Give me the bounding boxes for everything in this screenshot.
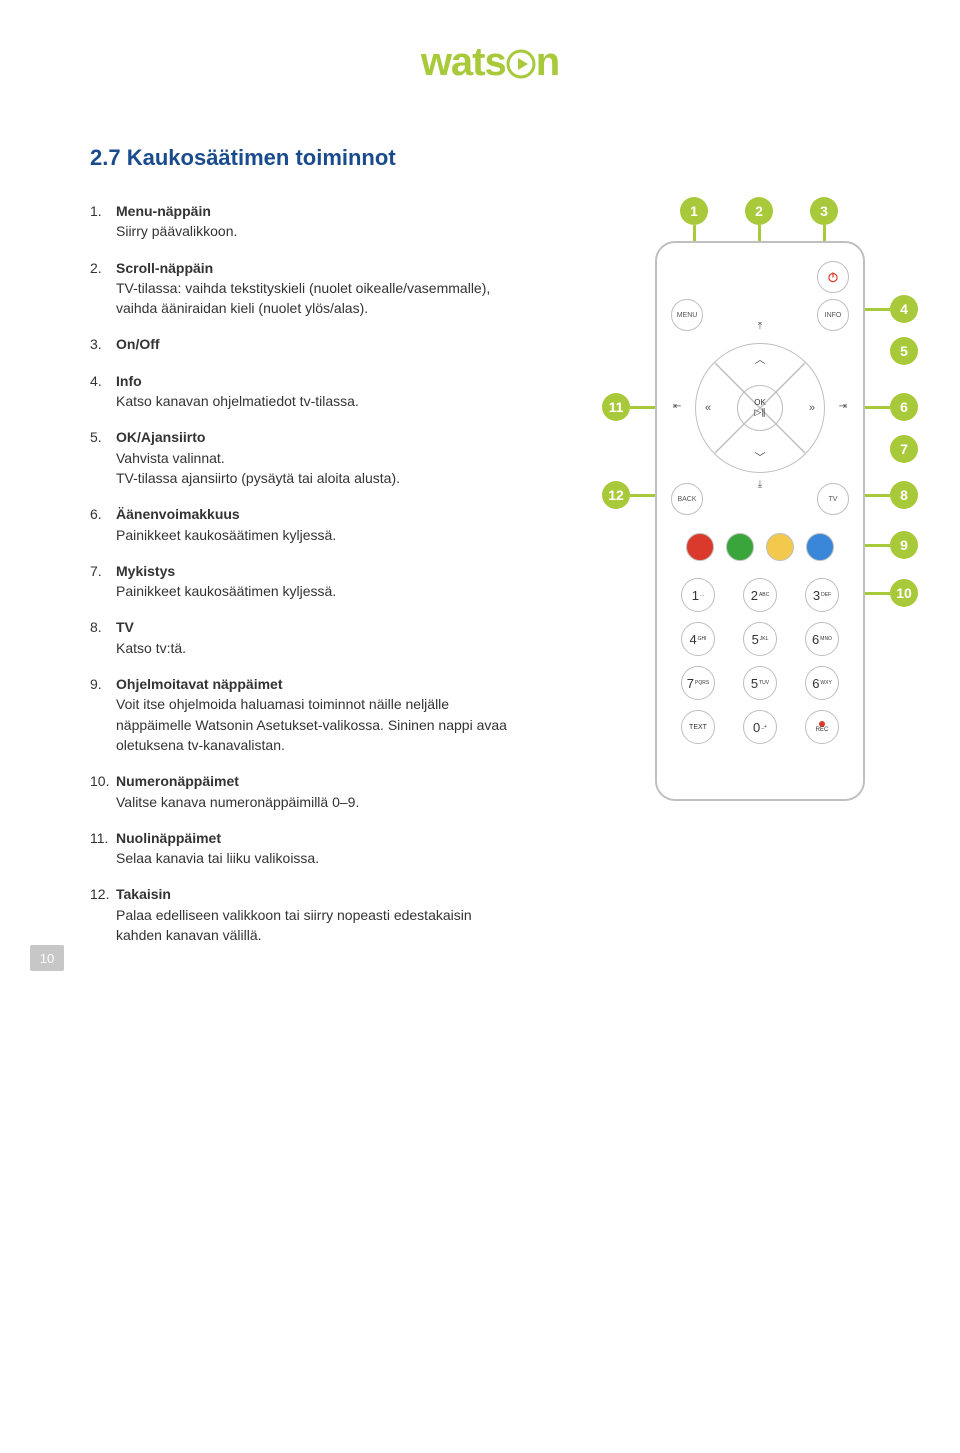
callout-1: 1 — [680, 197, 708, 225]
callout-8: 8 — [890, 481, 918, 509]
callout-line — [862, 308, 890, 311]
list-item: 4.InfoKatso kanavan ohjelmatiedot tv-til… — [90, 371, 520, 412]
num-button-6[interactable]: 6WXY — [805, 666, 839, 700]
callout-3: 3 — [810, 197, 838, 225]
remote-outline: MENU INFO ⤒ ⤓ ⇤ ⇥ OK — [655, 241, 865, 801]
callout-11: 11 — [602, 393, 630, 421]
list-item: 6.ÄänenvoimakkuusPainikkeet kaukosäätime… — [90, 504, 520, 545]
feature-list: 1.Menu-näppäinSiirry päävalikkoon. 2.Scro… — [90, 201, 520, 945]
list-item: 10.NumeronäppäimetValitse kanava numeron… — [90, 771, 520, 812]
num-button-5[interactable]: 5JKL — [743, 622, 777, 656]
list-item: 8.TVKatso tv:tä. — [90, 617, 520, 658]
skip-up-icon: ⤒ — [758, 321, 762, 332]
remote-diagram: 1 2 3 11 12 4 5 6 7 8 9 10 — [540, 201, 890, 901]
logo-text-after: n — [536, 40, 559, 84]
play-icon — [506, 44, 536, 89]
num-button-2[interactable]: 2ABC — [743, 578, 777, 612]
color-button-2[interactable] — [766, 533, 794, 561]
numpad: 1... 2ABC 3DEF 4GHI 5JKL 6MNO 7PQRS 5TUV 6WXY TEX… — [675, 578, 845, 744]
num-button-5[interactable]: 5TUV — [743, 666, 777, 700]
back-button[interactable]: BACK — [671, 483, 703, 515]
callout-line — [862, 406, 890, 409]
play-pause-icon: ▷∥ — [754, 407, 765, 418]
up-arrow-icon[interactable]: ︿ — [755, 351, 766, 367]
text-button[interactable]: TEXT — [681, 710, 715, 744]
list-item: 11.NuolinäppäimetSelaa kanavia tai liiku… — [90, 828, 520, 869]
rec-button[interactable]: REC — [805, 710, 839, 744]
num-button-0[interactable]: 0_+ — [743, 710, 777, 744]
skip-left-icon: ⇤ — [673, 401, 681, 412]
dpad[interactable]: OK ▷∥ ︿ ﹀ « » — [695, 343, 825, 473]
left-arrow-icon[interactable]: « — [705, 402, 711, 414]
list-item: 9.Ohjelmoitavat näppäimetVoit itse ohjel… — [90, 674, 520, 755]
num-button-3[interactable]: 3DEF — [805, 578, 839, 612]
callout-12: 12 — [602, 481, 630, 509]
callout-4: 4 — [890, 295, 918, 323]
down-arrow-icon[interactable]: ﹀ — [755, 449, 766, 465]
callout-6: 6 — [890, 393, 918, 421]
num-button-4[interactable]: 4GHI — [681, 622, 715, 656]
callout-9: 9 — [890, 531, 918, 559]
callout-line — [862, 544, 890, 547]
list-item: 12.TakaisinPalaa edelliseen valikkoon ta… — [90, 884, 520, 945]
power-button[interactable] — [817, 261, 849, 293]
tv-button[interactable]: TV — [817, 483, 849, 515]
skip-down-icon: ⤓ — [758, 479, 762, 490]
list-item: 3.On/Off — [90, 334, 520, 354]
callout-10: 10 — [890, 579, 918, 607]
list-item: 1.Menu-näppäinSiirry päävalikkoon. — [90, 201, 520, 242]
color-buttons-row — [686, 533, 834, 561]
callout-2: 2 — [745, 197, 773, 225]
color-button-1[interactable] — [726, 533, 754, 561]
list-item: 7.MykistysPainikkeet kaukosäätimen kylje… — [90, 561, 520, 602]
list-item: 5.OK/AjansiirtoVahvista valinnat.TV-tila… — [90, 427, 520, 488]
color-button-3[interactable] — [806, 533, 834, 561]
callout-5: 5 — [890, 337, 918, 365]
page-number: 10 — [30, 945, 64, 971]
callout-line — [862, 592, 890, 595]
num-button-1[interactable]: 1... — [681, 578, 715, 612]
callout-line — [862, 494, 890, 497]
section-title: 2.7 Kaukosäätimen toiminnot — [90, 145, 890, 171]
menu-button[interactable]: MENU — [671, 299, 703, 331]
num-button-6[interactable]: 6MNO — [805, 622, 839, 656]
num-button-7[interactable]: 7PQRS — [681, 666, 715, 700]
logo-text-before: wats — [421, 40, 506, 84]
info-button[interactable]: INFO — [817, 299, 849, 331]
right-arrow-icon[interactable]: » — [809, 402, 815, 414]
skip-right-icon: ⇥ — [839, 401, 847, 412]
ok-button[interactable]: OK ▷∥ — [737, 385, 783, 431]
logo: watsn — [90, 40, 890, 85]
list-item: 2.Scroll-näppäinTV-tilassa: vaihda tekst… — [90, 258, 520, 319]
color-button-0[interactable] — [686, 533, 714, 561]
callout-7: 7 — [890, 435, 918, 463]
